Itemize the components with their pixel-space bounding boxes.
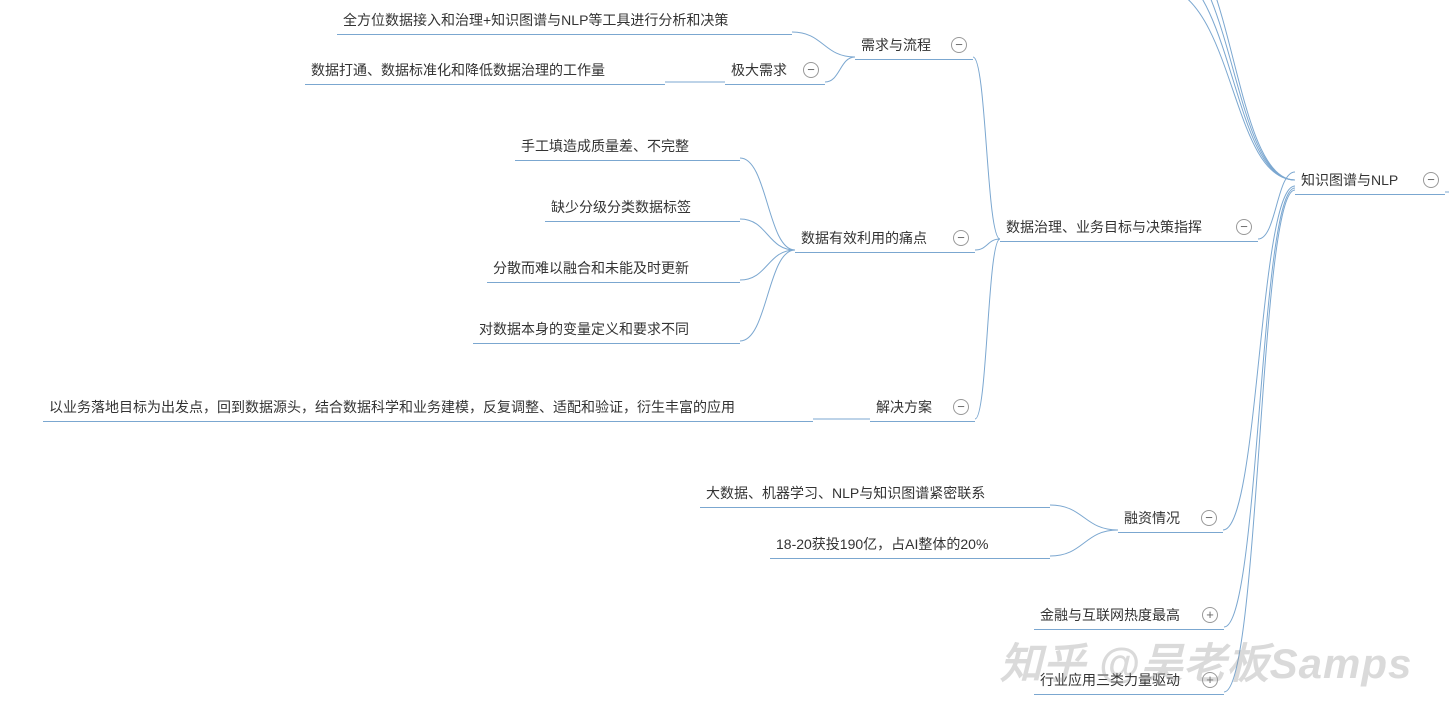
branch-node-label: 融资情况 — [1124, 508, 1193, 528]
collapse-icon[interactable] — [1201, 510, 1217, 526]
mindmap-node[interactable]: 18-20获投190亿，占AI整体的20% — [770, 532, 1050, 559]
mindmap-node-label: 对数据本身的变量定义和要求不同 — [479, 319, 734, 339]
mindmap-node-label: 数据打通、数据标准化和降低数据治理的工作量 — [311, 60, 659, 80]
collapse-icon[interactable] — [1236, 219, 1252, 235]
mindmap-node-label: 数据有效利用的痛点 — [801, 228, 945, 248]
collapse-icon[interactable] — [951, 37, 967, 53]
mindmap-node-label: 需求与流程 — [861, 35, 943, 55]
mindmap-node-label: 18-20获投190亿，占AI整体的20% — [776, 534, 1044, 554]
mindmap-node[interactable]: 手工填造成质量差、不完整 — [515, 134, 740, 161]
branch-node[interactable]: 数据治理、业务目标与决策指挥 — [1000, 215, 1258, 242]
mindmap-node[interactable]: 数据打通、数据标准化和降低数据治理的工作量 — [305, 58, 665, 85]
mindmap-node-label: 极大需求 — [731, 60, 795, 80]
expand-icon[interactable] — [1202, 607, 1218, 623]
mindmap-node[interactable]: 需求与流程 — [855, 33, 973, 60]
mindmap-node-label: 大数据、机器学习、NLP与知识图谱紧密联系 — [706, 483, 1044, 503]
collapse-icon[interactable] — [953, 230, 969, 246]
collapse-icon[interactable] — [953, 399, 969, 415]
mindmap-connectors — [0, 0, 1449, 704]
mindmap-node-label: 以业务落地目标为出发点，回到数据源头，结合数据科学和业务建模，反复调整、适配和验… — [49, 397, 807, 417]
branch-node[interactable]: 融资情况 — [1118, 506, 1223, 533]
branch-node[interactable]: 金融与互联网热度最高 — [1034, 603, 1224, 630]
watermark: 知乎 @吴老板Samps — [1000, 630, 1412, 691]
root-node-label: 知识图谱与NLP — [1301, 170, 1415, 190]
collapse-icon[interactable] — [803, 62, 819, 78]
mindmap-node[interactable]: 分散而难以融合和未能及时更新 — [487, 256, 740, 283]
mindmap-node[interactable]: 以业务落地目标为出发点，回到数据源头，结合数据科学和业务建模，反复调整、适配和验… — [43, 395, 813, 422]
collapse-icon[interactable] — [1423, 172, 1439, 188]
mindmap-node[interactable]: 极大需求 — [725, 58, 825, 85]
mindmap-node-label: 分散而难以融合和未能及时更新 — [493, 258, 734, 278]
mindmap-node[interactable]: 解决方案 — [870, 395, 975, 422]
branch-node-label: 金融与互联网热度最高 — [1040, 605, 1194, 625]
mindmap-node-label: 全方位数据接入和治理+知识图谱与NLP等工具进行分析和决策 — [343, 10, 786, 30]
root-node[interactable]: 知识图谱与NLP — [1295, 168, 1445, 195]
mindmap-node-label: 缺少分级分类数据标签 — [551, 197, 734, 217]
mindmap-node[interactable]: 数据有效利用的痛点 — [795, 226, 975, 253]
mindmap-node-label: 解决方案 — [876, 397, 945, 417]
mindmap-node-label: 手工填造成质量差、不完整 — [521, 136, 734, 156]
mindmap-node[interactable]: 全方位数据接入和治理+知识图谱与NLP等工具进行分析和决策 — [337, 8, 792, 35]
mindmap-node[interactable]: 缺少分级分类数据标签 — [545, 195, 740, 222]
mindmap-node[interactable]: 对数据本身的变量定义和要求不同 — [473, 317, 740, 344]
branch-node-label: 数据治理、业务目标与决策指挥 — [1006, 217, 1228, 237]
mindmap-node[interactable]: 大数据、机器学习、NLP与知识图谱紧密联系 — [700, 481, 1050, 508]
